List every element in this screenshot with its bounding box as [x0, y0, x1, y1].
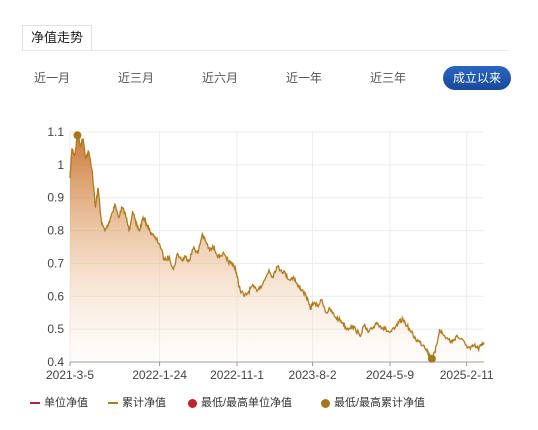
y-tick-label: 0.5 — [47, 322, 64, 336]
cumulative-nav-line — [69, 135, 485, 362]
x-tick-label: 2022-1-24 — [132, 368, 187, 382]
x-axis: 2021-3-5 2022-1-24 2022-11-1 2023-8-2 2024-5… — [46, 361, 494, 382]
y-tick-label: 0.9 — [47, 191, 64, 205]
cumulative-nav-max-marker — [73, 131, 82, 140]
chart-panel-header: 净值走势 — [22, 25, 508, 51]
x-tick-label: 2025-2-11 — [440, 368, 494, 382]
tab-1-month[interactable]: 近一月 — [34, 71, 71, 85]
legend-label: 累计净值 — [122, 397, 166, 409]
y-tick-label: 0.4 — [47, 355, 64, 369]
legend-label: 最低/最高单位净值 — [201, 397, 293, 409]
panel-title: 净值走势 — [22, 25, 93, 50]
y-tick-label: 1.1 — [47, 125, 64, 139]
legend-cumulative-nav-min-max[interactable]: 最低/最高累计净值 — [321, 395, 425, 411]
tab-1-year[interactable]: 近一年 — [286, 71, 323, 85]
legend-dot-swatch — [188, 398, 197, 408]
x-tick-label: 2023-8-2 — [289, 368, 337, 382]
tab-3-months[interactable]: 近三月 — [118, 71, 155, 85]
y-tick-label: 0.8 — [47, 224, 64, 238]
tab-6-months[interactable]: 近六月 — [202, 71, 239, 85]
y-tick-label: 0.7 — [47, 256, 64, 270]
min-max-markers — [73, 131, 436, 363]
legend-dot-swatch — [321, 398, 330, 408]
range-tab-bar: 近一月 近三月 近六月 近一年 近三年 成立以来 — [0, 66, 538, 90]
tab-since-inception[interactable]: 成立以来 — [443, 66, 512, 90]
x-tick-label: 2021-3-5 — [46, 368, 94, 382]
legend-label: 最低/最高累计净值 — [334, 397, 426, 409]
legend-line-swatch — [30, 402, 40, 405]
x-tick-label: 2024-5-9 — [366, 368, 414, 382]
y-tick-label: 1 — [57, 158, 64, 172]
cumulative-nav-min-marker — [427, 354, 436, 363]
legend-line-swatch — [108, 402, 118, 405]
legend-cumulative-nav[interactable]: 累计净值 — [108, 395, 166, 411]
legend-unit-nav-min-max[interactable]: 最低/最高单位净值 — [188, 395, 292, 411]
y-tick-label: 0.6 — [47, 289, 64, 303]
tab-3-years[interactable]: 近三年 — [370, 71, 407, 85]
legend-label: 单位净值 — [44, 397, 88, 409]
nav-trend-chart: 0.4 0.5 0.6 0.7 0.8 0.9 1 1.1 2021-3-5 2022-1-24… — [46, 125, 494, 382]
legend-unit-nav[interactable]: 单位净值 — [30, 395, 88, 411]
y-axis: 0.4 0.5 0.6 0.7 0.8 0.9 1 1.1 — [47, 125, 64, 369]
cumulative-nav-area — [70, 135, 484, 362]
x-tick-label: 2022-11-1 — [210, 368, 264, 382]
